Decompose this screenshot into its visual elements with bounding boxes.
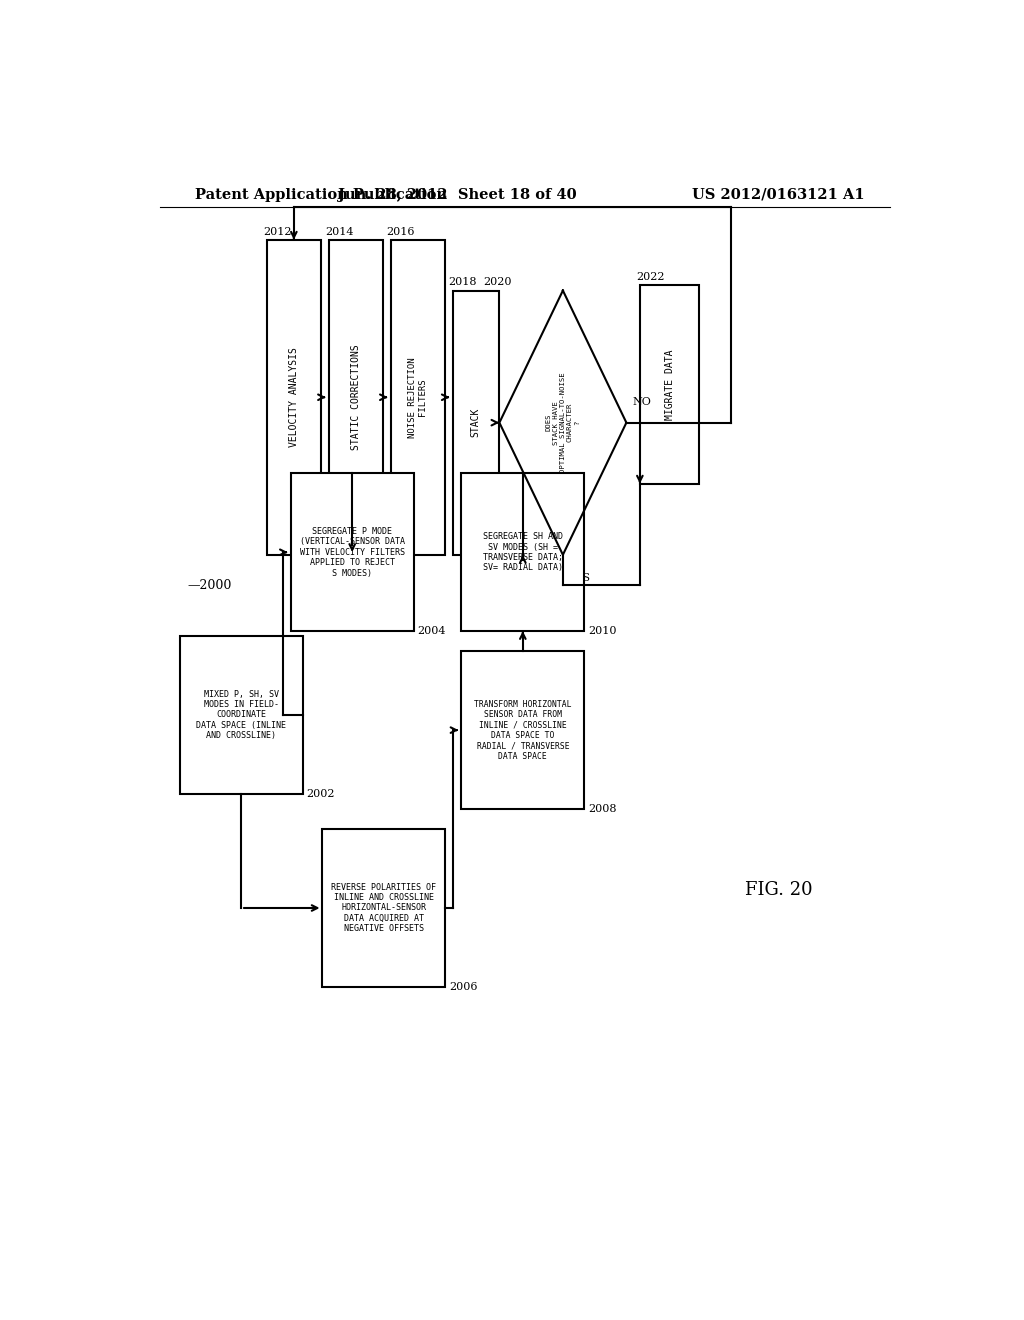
Text: MIXED P, SH, SV
MODES IN FIELD-
COORDINATE
DATA SPACE (INLINE
AND CROSSLINE): MIXED P, SH, SV MODES IN FIELD- COORDINA…	[196, 689, 286, 741]
Bar	[179, 636, 303, 793]
Text: STATIC CORRECTIONS: STATIC CORRECTIONS	[351, 345, 360, 450]
Bar	[453, 290, 499, 554]
Bar	[391, 240, 444, 554]
Bar	[323, 829, 445, 987]
Text: 2008: 2008	[588, 804, 616, 814]
Bar	[640, 285, 699, 483]
Text: YES: YES	[567, 573, 590, 583]
Text: US 2012/0163121 A1: US 2012/0163121 A1	[692, 187, 865, 202]
Bar	[291, 474, 414, 631]
Text: REVERSE POLARITIES OF
INLINE AND CROSSLINE
HORIZONTAL-SENSOR
DATA ACQUIRED AT
NE: REVERSE POLARITIES OF INLINE AND CROSSLI…	[332, 883, 436, 933]
Text: 2020: 2020	[483, 277, 512, 288]
Text: 2010: 2010	[588, 626, 616, 636]
Text: NO: NO	[633, 397, 651, 408]
Polygon shape	[500, 290, 627, 554]
Text: Jun. 28, 2012  Sheet 18 of 40: Jun. 28, 2012 Sheet 18 of 40	[338, 187, 577, 202]
Text: 2006: 2006	[450, 982, 478, 991]
Text: NOISE REJECTION
FILTERS: NOISE REJECTION FILTERS	[408, 356, 427, 437]
Text: 2016: 2016	[387, 227, 415, 236]
Text: 2022: 2022	[636, 272, 665, 282]
Text: FIG. 20: FIG. 20	[744, 882, 813, 899]
Bar	[461, 651, 585, 809]
Text: TRANSFORM HORIZONTAL
SENSOR DATA FROM
INLINE / CROSSLINE
DATA SPACE TO
RADIAL / : TRANSFORM HORIZONTAL SENSOR DATA FROM IN…	[474, 700, 571, 760]
Bar	[267, 240, 321, 554]
Text: 2018: 2018	[449, 277, 477, 288]
Text: —2000: —2000	[187, 578, 231, 591]
Text: MIGRATE DATA: MIGRATE DATA	[665, 350, 675, 420]
Bar	[329, 240, 383, 554]
Text: 2004: 2004	[418, 626, 446, 636]
Text: SEGREGATE SH AND
SV MODES (SH =
TRANSVERSE DATA;
SV= RADIAL DATA): SEGREGATE SH AND SV MODES (SH = TRANSVER…	[483, 532, 563, 573]
Text: 2012: 2012	[263, 227, 292, 236]
Text: DOES
STACK HAVE
OPTIMAL SIGNAL-TO-NOISE
CHARACTER
?: DOES STACK HAVE OPTIMAL SIGNAL-TO-NOISE …	[546, 372, 580, 473]
Text: Patent Application Publication: Patent Application Publication	[196, 187, 447, 202]
Text: STACK: STACK	[471, 408, 480, 437]
Text: 2002: 2002	[306, 789, 335, 799]
Text: SEGREGATE P MODE
(VERTICAL-SENSOR DATA
WITH VELOCITY FILTERS
APPLIED TO REJECT
S: SEGREGATE P MODE (VERTICAL-SENSOR DATA W…	[300, 527, 404, 578]
Text: 2014: 2014	[325, 227, 353, 236]
Text: VELOCITY ANALYSIS: VELOCITY ANALYSIS	[289, 347, 299, 447]
Bar	[461, 474, 585, 631]
